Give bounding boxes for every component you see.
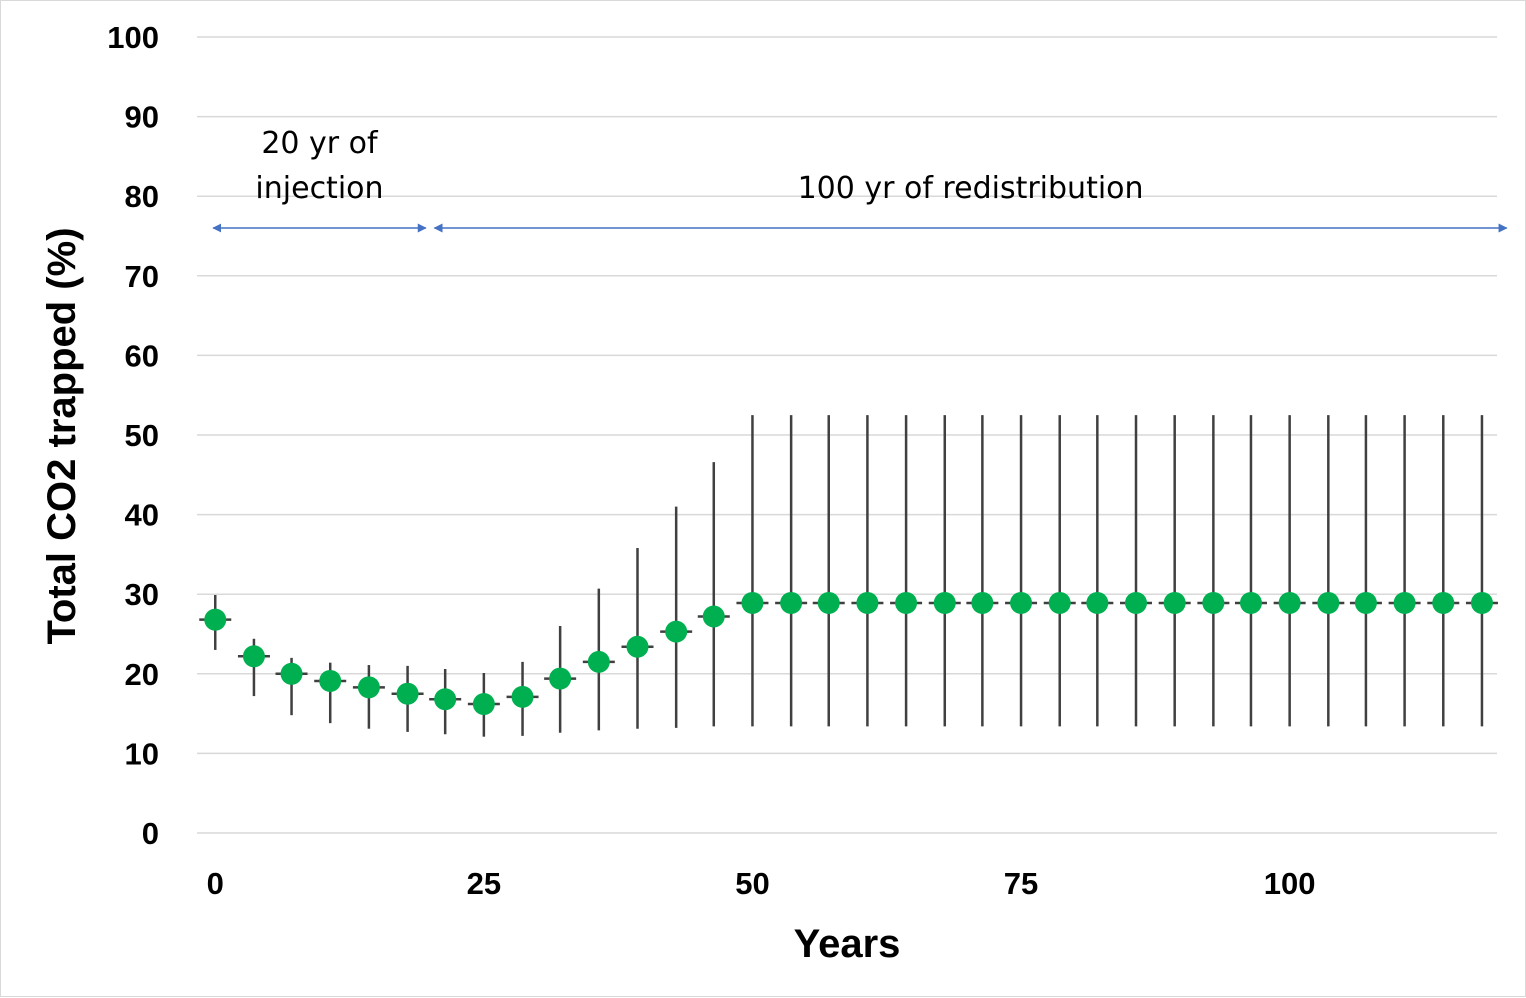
data-point xyxy=(1163,591,1186,614)
annotation-text: injection xyxy=(255,171,383,206)
data-point xyxy=(319,669,342,692)
y-tick-label: 60 xyxy=(125,338,159,373)
y-tick-label: 40 xyxy=(125,498,159,533)
data-point xyxy=(1125,591,1148,614)
x-tick-label: 50 xyxy=(735,866,769,901)
data-point xyxy=(549,667,572,690)
data-point xyxy=(472,693,495,716)
y-tick-label: 70 xyxy=(125,259,159,294)
x-tick-label: 75 xyxy=(1004,866,1038,901)
data-point xyxy=(1086,591,1109,614)
y-tick-label: 20 xyxy=(125,657,159,692)
y-axis-title: Total CO2 trapped (%) xyxy=(40,227,84,644)
data-point xyxy=(587,650,610,673)
y-tick-label: 50 xyxy=(125,418,159,453)
data-point xyxy=(895,591,918,614)
data-point xyxy=(933,591,956,614)
data-point xyxy=(1470,591,1493,614)
data-point xyxy=(780,591,803,614)
y-tick-label: 100 xyxy=(107,20,159,55)
data-point xyxy=(396,682,419,705)
data-point xyxy=(204,608,227,631)
data-point xyxy=(1048,591,1071,614)
data-point xyxy=(665,620,688,643)
x-axis-title: Years xyxy=(794,922,901,966)
y-tick-label: 30 xyxy=(125,577,159,612)
data-point xyxy=(242,645,265,668)
annotation-text: 100 yr of redistribution xyxy=(798,171,1144,206)
data-point xyxy=(1432,591,1455,614)
x-tick-label: 100 xyxy=(1264,866,1316,901)
data-point xyxy=(1010,591,1033,614)
y-tick-label: 0 xyxy=(142,816,159,851)
data-point xyxy=(280,662,303,685)
data-point xyxy=(1239,591,1262,614)
data-point xyxy=(357,676,380,699)
gridlines xyxy=(197,36,1497,834)
x-tick-labels: 0 25 50 75 100 xyxy=(207,866,1316,901)
annotation-text: 20 yr of xyxy=(261,126,379,161)
data-point xyxy=(434,688,457,711)
x-tick-label: 0 xyxy=(207,866,224,901)
data-point xyxy=(1317,591,1340,614)
data-point xyxy=(1278,591,1301,614)
data-point xyxy=(626,635,649,658)
x-tick-label: 25 xyxy=(467,866,501,901)
y-tick-labels: 0 10 20 30 40 50 60 70 80 90 100 xyxy=(107,20,159,851)
data-point xyxy=(511,685,534,708)
data-point xyxy=(1202,591,1225,614)
y-tick-label: 80 xyxy=(125,179,159,214)
y-tick-label: 10 xyxy=(125,736,159,771)
error-bars xyxy=(199,415,1498,737)
y-tick-label: 90 xyxy=(125,100,159,135)
data-point xyxy=(817,591,840,614)
data-point xyxy=(856,591,879,614)
data-point xyxy=(741,591,764,614)
data-point xyxy=(1354,591,1377,614)
data-points xyxy=(204,591,1493,716)
data-point xyxy=(1393,591,1416,614)
annotations: 20 yr of injection 100 yr of redistributio… xyxy=(212,126,1508,233)
data-point xyxy=(971,591,994,614)
data-point xyxy=(702,605,725,628)
